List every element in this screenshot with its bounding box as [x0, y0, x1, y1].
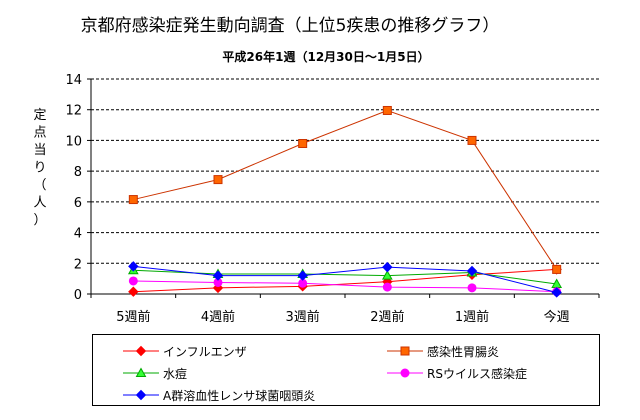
- series-1: [128, 105, 562, 274]
- legend-swatch: [387, 368, 423, 378]
- data-point: [551, 287, 562, 298]
- x-tick-label: 今週: [544, 309, 570, 325]
- y-tick-label: 6: [74, 196, 82, 211]
- y-label-char: 点: [33, 126, 46, 141]
- y-label-char: り: [33, 161, 46, 176]
- y-tick-label: 4: [74, 227, 82, 242]
- data-point: [128, 195, 138, 205]
- data-point: [382, 261, 393, 273]
- y-label-char: （: [33, 178, 46, 193]
- grid-lines: [91, 78, 599, 264]
- y-label-char: 人: [33, 196, 46, 211]
- series-line: [133, 280, 557, 293]
- x-tick-label: 4週前: [201, 309, 235, 325]
- legend-swatch: [387, 346, 423, 356]
- legend: インフルエンザ 感染性胃腸炎水痘 RSウイルス感染症 A群溶血性レンサ球菌咽頭炎: [92, 334, 600, 406]
- x-tick-label: 1週前: [455, 309, 489, 325]
- legend-label: 水痘: [163, 366, 188, 381]
- y-label-char: ）: [33, 213, 46, 228]
- legend-item: 感染性胃腸炎: [387, 342, 499, 360]
- data-point: [552, 264, 562, 274]
- legend-label: RSウイルス感染症: [427, 366, 527, 381]
- chart-title: 京都府感染症発生動向調査（上位5疾患の推移グラフ）: [81, 16, 500, 36]
- y-tick-label: 0: [74, 288, 82, 303]
- y-tick-label: 8: [74, 165, 82, 180]
- y-label-char: 定: [33, 108, 46, 123]
- data-point: [212, 270, 224, 281]
- y-tick-label: 10: [65, 134, 82, 149]
- legend-item: A群溶血性レンサ球菌咽頭炎: [123, 386, 315, 404]
- data-point: [298, 139, 308, 148]
- chart-subtitle: 平成26年1週（12月30日〜1月5日）: [222, 49, 429, 64]
- legend-swatch: [123, 345, 159, 357]
- legend-marker: [400, 346, 410, 356]
- legend-swatch: [123, 367, 159, 377]
- legend-label: インフルエンザ: [163, 344, 247, 359]
- x-tick-label: 5週前: [116, 309, 150, 325]
- y-tick-label: 2: [74, 257, 82, 272]
- y-tick-label: 14: [65, 73, 82, 88]
- series-line: [133, 109, 558, 270]
- legend-marker: [135, 367, 147, 377]
- series-line: [133, 268, 557, 293]
- axes: [87, 78, 600, 298]
- legend-label: 感染性胃腸炎: [427, 344, 500, 359]
- legend-item: 水痘: [123, 364, 187, 382]
- x-tick-label: 3週前: [286, 309, 320, 325]
- data-point: [213, 175, 223, 185]
- data-point: [467, 283, 477, 293]
- series-lines: [127, 105, 563, 298]
- legend-marker: [135, 389, 147, 401]
- x-tick-label: 2週前: [370, 309, 404, 325]
- data-point: [467, 135, 477, 145]
- legend-swatch: [123, 389, 159, 401]
- series-4: [128, 261, 562, 298]
- series-0: [128, 264, 562, 297]
- data-point: [382, 105, 392, 115]
- legend-item: RSウイルス感染症: [387, 364, 527, 382]
- series-line: [133, 265, 557, 293]
- data-point: [128, 261, 139, 272]
- x-tick-labels: 5週前 4週前 3週前 2週前 1週前 今週: [116, 309, 569, 325]
- data-point: [381, 270, 393, 280]
- data-point: [128, 276, 138, 286]
- legend-label: A群溶血性レンサ球菌咽頭炎: [163, 388, 316, 403]
- series-3: [128, 276, 562, 297]
- y-tick-labels: 0 2 4 6 8 10 12 14: [65, 73, 82, 303]
- y-label-char: 当: [33, 143, 46, 158]
- legend-item: インフルエンザ: [123, 342, 247, 360]
- legend-marker: [135, 345, 147, 357]
- data-point: [382, 282, 392, 292]
- y-tick-label: 12: [65, 104, 82, 119]
- data-point: [297, 270, 308, 281]
- data-point: [128, 286, 139, 297]
- legend-marker: [400, 368, 410, 378]
- data-point: [466, 265, 478, 277]
